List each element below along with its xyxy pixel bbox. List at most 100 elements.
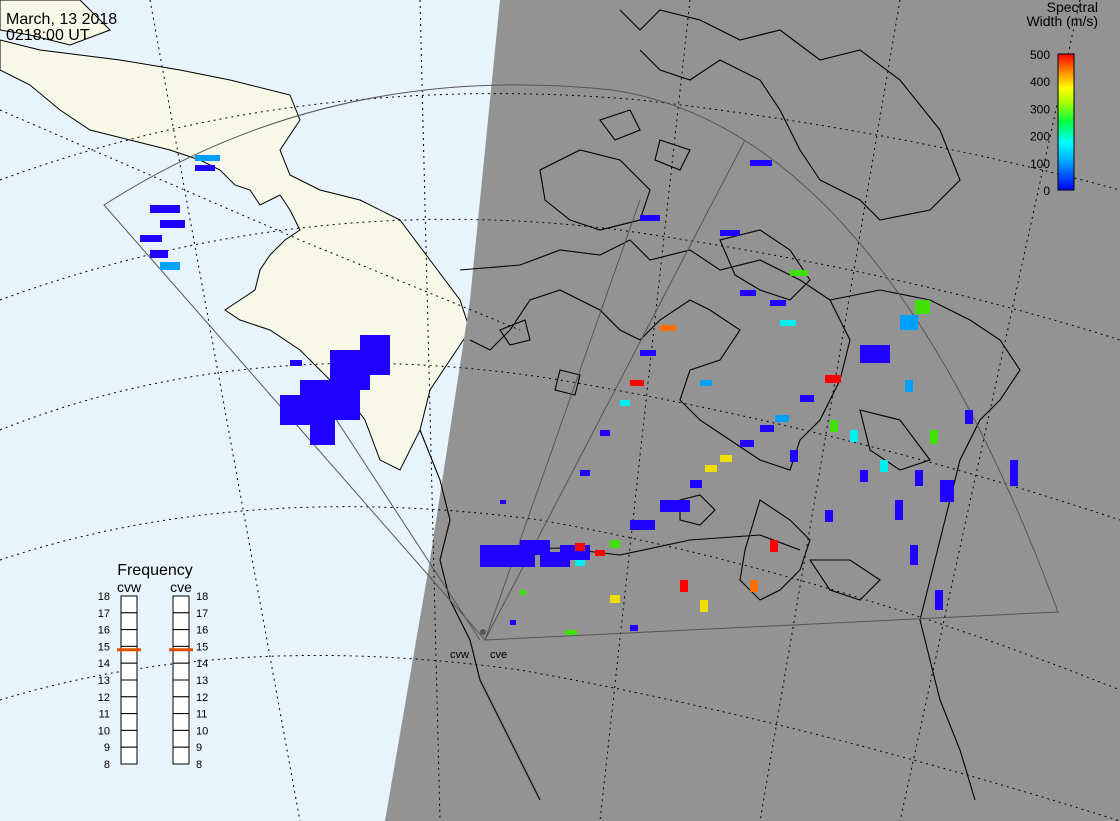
frequency-cell-cvw [120,662,138,681]
frequency-cell-cvw [120,612,138,631]
echo-cell [280,395,310,425]
echo-cell [830,420,838,432]
frequency-tick-cve: 16 [196,625,208,637]
frequency-title: Frequency [117,562,193,579]
echo-cell [520,540,550,555]
frequency-tick-cve: 10 [196,725,208,737]
legend-tick-label: 100 [1030,157,1050,171]
radar-label-cve: cve [490,649,507,661]
echo-cell [600,430,610,436]
echo-cell [510,620,516,625]
frequency-tick-cve: 17 [196,608,208,620]
frequency-cell-cve [172,612,190,631]
legend-tick-label: 300 [1030,102,1050,116]
frequency-panel: Frequency cvw cve 1817161514131211109818… [98,562,209,771]
frequency-tick-cvw: 9 [104,742,110,754]
echo-cell [790,450,798,462]
echo-cell [895,500,903,520]
frequency-tick-cve: 15 [196,641,208,653]
frequency-tick-cvw: 18 [98,591,110,603]
echo-cell [825,510,833,522]
echo-cell [660,500,690,512]
echo-cell [290,360,302,366]
echo-cell [800,395,814,402]
frequency-cell-cvw [120,729,138,748]
echo-cell [790,270,808,276]
radar-site-cvw [480,629,486,635]
echo-cell [150,250,168,258]
echo-cell [705,465,717,472]
echo-cell [940,480,954,502]
echo-cell [880,460,888,472]
echo-cell [640,350,656,356]
frequency-cell-cve [172,629,190,647]
echo-cell [640,215,660,221]
frequency-cell-cvw [120,746,138,765]
echo-cell [680,580,688,592]
echo-cell [195,165,215,171]
land-day-siberia [0,0,111,46]
echo-cell [520,590,526,595]
echo-cell [610,540,620,548]
frequency-tick-cve: 11 [196,709,207,721]
echo-cell [770,300,786,306]
echo-cell [575,543,585,551]
echo-cell [660,325,676,331]
echo-cell [595,550,605,556]
frequency-tick-cvw: 12 [98,692,110,704]
frequency-tick-cvw: 8 [104,759,110,771]
frequency-scale: 18 17 16 15 14 13 12 11 10 9 8 18 17 16 15 14 13 12 11 10 9 8 [98,591,209,771]
frequency-tick-cve: 12 [196,692,208,704]
echo-cell [900,315,918,330]
frequency-cell-cvw [120,696,138,715]
frequency-cell-cve [172,595,190,614]
coastlines [419,9,1021,801]
echo-cell [690,480,702,488]
frequency-cell-cve [172,746,190,765]
echo-cell [760,425,774,432]
frequency-cell-cve [172,696,190,715]
echo-cell [750,580,758,592]
echo-cell [720,455,732,462]
echo-cell [160,262,180,270]
frequency-cell-cve [172,713,190,731]
echo-cell [565,630,577,635]
echo-cell [910,545,918,565]
echo-cell [775,415,789,422]
echo-cell [965,410,973,424]
frequency-tick-cve: 14 [196,658,208,670]
echo-cell [930,430,938,444]
date-label: March, 13 2018 [6,11,117,28]
legend-title-line1: Spectral [1047,0,1098,15]
echo-cell [160,220,185,228]
echo-cell [915,470,923,486]
echo-cell [195,155,220,161]
echo-cell [935,590,943,610]
echo-cell [915,300,930,314]
frequency-tick-cvw: 13 [98,675,110,687]
frequency-tick-cve: 18 [196,591,208,603]
legend-title-line2: Width (m/s) [1026,13,1098,29]
backscatter-layer [140,155,1018,635]
radar-label-cvw: cvw [450,649,469,661]
echo-cell [580,470,590,476]
echo-cell [1010,460,1018,486]
echo-cell [740,440,754,447]
echo-cell [720,230,740,236]
echo-cell [905,380,913,392]
frequency-cell-cvw [120,629,138,647]
spectral-width-legend: Spectral Width (m/s) 500 400 300 200 100 0 [1026,0,1098,198]
echo-cell [140,235,162,242]
echo-cell [150,205,180,213]
frequency-cell-cve [172,662,190,681]
frequency-cell-cvw [120,713,138,731]
frequency-radar-right: cve [170,579,192,595]
echo-cell [825,375,841,383]
frequency-cell-cve [172,729,190,748]
echo-cell [750,160,772,166]
echo-cell [360,335,390,375]
echo-cell [500,500,506,504]
